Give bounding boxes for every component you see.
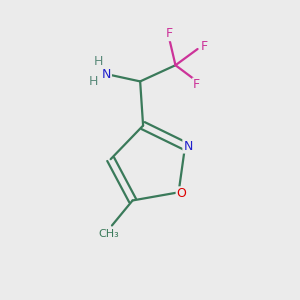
Text: CH₃: CH₃ [99, 229, 119, 239]
Text: F: F [193, 78, 200, 92]
Text: H: H [88, 75, 98, 88]
Text: N: N [183, 140, 193, 153]
Text: F: F [166, 27, 173, 40]
Text: N: N [102, 68, 111, 81]
Text: H: H [94, 55, 104, 68]
Text: O: O [177, 187, 187, 200]
Text: F: F [200, 40, 208, 53]
